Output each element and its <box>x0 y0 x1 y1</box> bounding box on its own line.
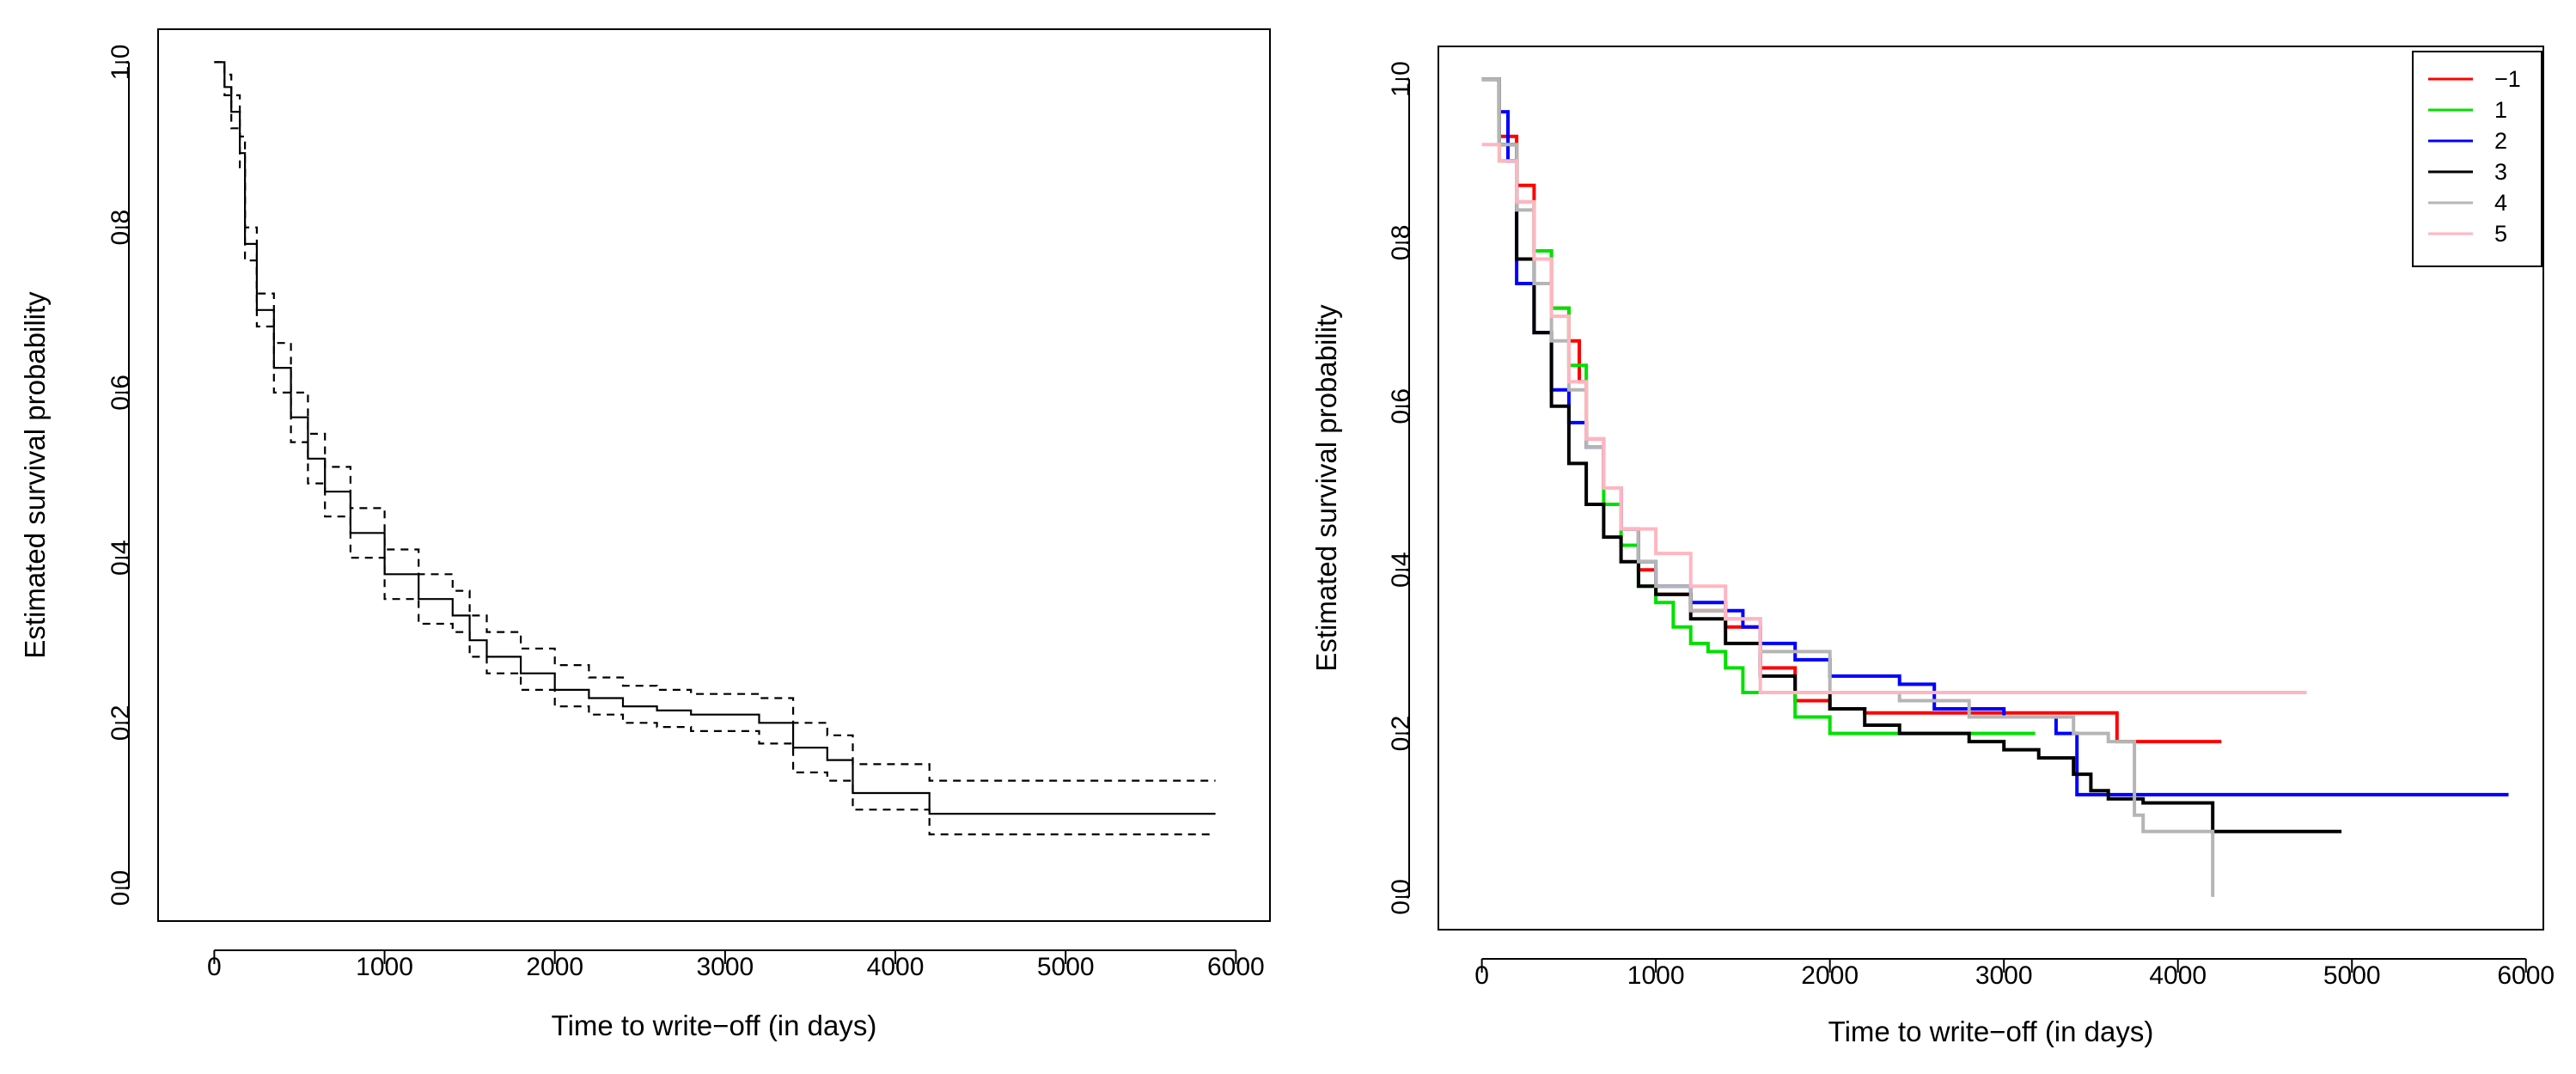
legend-label-4: 4 <box>2494 190 2507 216</box>
c1-x-tick-label: 6000 <box>2497 961 2555 990</box>
c0-y-tick-label: 1.0 <box>107 45 135 81</box>
c1-x-tick-label: 0 <box>1474 961 1489 990</box>
c0-x-tick-label: 1000 <box>356 953 413 981</box>
c0-series-line-2 <box>214 61 1216 836</box>
c1-y-tick-label: 0.2 <box>1387 716 1415 752</box>
legend-box <box>2412 51 2542 267</box>
c0-y-tick-label: 0.4 <box>107 540 135 576</box>
c1-series-line-0 <box>1481 77 2222 744</box>
c0-y-axis-title: Estimated survival probability <box>19 291 51 659</box>
c0-y-tick-label: 0.6 <box>107 375 135 411</box>
legend-label-5: 5 <box>2494 221 2507 247</box>
c1-x-tick-label: 5000 <box>2323 961 2381 990</box>
c0-y-tick-label: 0.2 <box>107 705 135 741</box>
c0-x-tick-label: 5000 <box>1037 953 1095 981</box>
c1-series-line-5 <box>1481 143 2307 694</box>
c1-y-tick-label: 1.0 <box>1387 61 1415 97</box>
c1-y-tick-label: 0.0 <box>1387 879 1415 915</box>
c1-plot-frame <box>1438 46 2544 931</box>
c0-x-tick-label: 3000 <box>697 953 754 981</box>
c1-y-tick-label: 0.6 <box>1387 388 1415 424</box>
c1-y-tick-label: 0.8 <box>1387 225 1415 261</box>
legend-label-3: 3 <box>2494 159 2507 185</box>
c0-x-axis-title: Time to write−off (in days) <box>552 1010 877 1041</box>
c0-x-tick-label: 2000 <box>526 953 583 981</box>
c1-x-tick-label: 1000 <box>1627 961 1685 990</box>
right-chart-panel: 0 1000 2000 3000 4000 5000 6000 0.0 0.2 0.4 0.6 0.8… <box>1310 46 2555 1047</box>
c1-x-axis-title: Time to write−off (in days) <box>1828 1016 2154 1047</box>
c1-y-axis-title: Estimated survival probability <box>1310 304 1342 672</box>
c1-series-line-2 <box>1481 77 2509 796</box>
c0-y-tick-label: 0.0 <box>107 870 135 906</box>
c1-y-tick-label: 0.4 <box>1387 552 1415 588</box>
c1-x-tick-label: 2000 <box>1801 961 1859 990</box>
c1-x-tick-label: 3000 <box>1975 961 2033 990</box>
c1-series-line-4 <box>1481 77 2215 897</box>
c1-legend: −1 1 2 3 4 5 <box>2412 51 2542 267</box>
c0-series-line-0 <box>214 61 1216 815</box>
c1-series-line-3 <box>1481 77 2342 833</box>
c0-series-line-1 <box>214 61 1216 782</box>
c0-x-tick-label: 6000 <box>1207 953 1265 981</box>
legend-label-2: 2 <box>2494 128 2507 154</box>
legend-label-0: −1 <box>2494 66 2521 92</box>
c1-x-tick-label: 4000 <box>2149 961 2207 990</box>
c0-x-tick-label: 4000 <box>867 953 925 981</box>
left-chart-panel: 0 1000 2000 3000 4000 5000 6000 0.0 0.2 0.4 0.6 0.8… <box>19 28 1271 1041</box>
c0-y-tick-label: 0.8 <box>107 210 135 246</box>
c0-x-tick-label: 0 <box>207 953 222 981</box>
legend-label-1: 1 <box>2494 97 2507 123</box>
c0-plot-frame <box>157 28 1271 922</box>
